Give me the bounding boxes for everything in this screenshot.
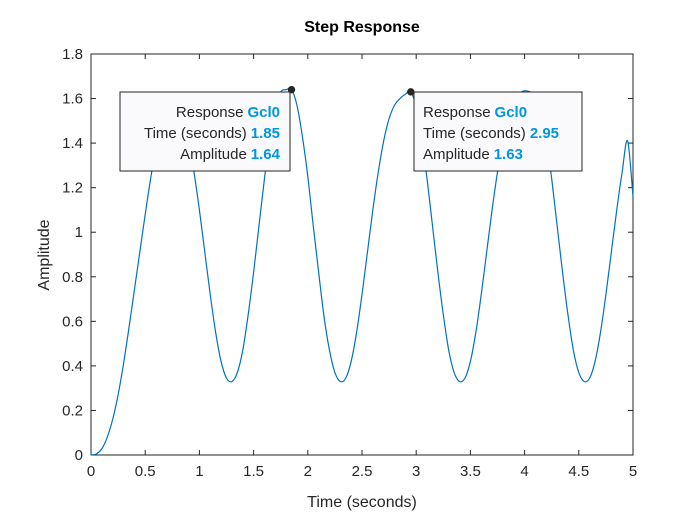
y-axis-label: Amplitude [36,219,53,290]
datatip-1-box [119,91,291,172]
chart-title: Step Response [304,19,420,36]
x-tick-label: 1.5 [243,463,264,480]
datatip-1-time-label: Time (seconds) [144,125,247,142]
x-tick-label: 4.5 [568,463,589,480]
y-tick-label: 0 [75,447,83,464]
y-tick-label: 0.2 [62,402,83,419]
datatip-2-time-value: 2.95 [530,125,559,142]
y-tick-label: 0.4 [62,358,83,375]
y-tick-label: 1 [75,224,83,241]
datatip-2-amp-label: Amplitude [423,146,490,163]
x-tick-label: 4 [520,463,528,480]
datatip-2[interactable]: Response Gcl0 Time (seconds) 2.95 Amplit… [413,91,583,172]
y-tick-label: 1.8 [62,46,83,63]
datatip-2-time-row: Time (seconds) 2.95 [423,125,559,142]
x-tick-label: 2.5 [352,463,373,480]
datatip-2-amp-value: 1.63 [494,146,523,163]
datatip-1[interactable]: Response Gcl0 Time (seconds) 1.85 Amplit… [119,91,291,172]
y-tick-label: 1.4 [62,135,83,152]
x-tick-label: 5 [629,463,637,480]
y-tick-label: 0.6 [62,313,83,330]
datatip-2-response-value: Gcl0 [495,104,528,121]
datatip-2-box [413,91,583,172]
datatip-1-time-row: Time (seconds) 1.85 [144,125,280,142]
datatip-2-response-label: Response [423,104,491,121]
datatip-2-marker[interactable] [407,88,415,96]
datatip-1-response-value: Gcl0 [247,104,280,121]
x-tick-label: 2 [304,463,312,480]
datatip-1-amp-row: Amplitude 1.64 [180,146,281,163]
x-tick-label: 0 [87,463,95,480]
datatip-1-amp-label: Amplitude [180,146,247,163]
x-axis-label: Time (seconds) [307,494,417,511]
datatip-1-amp-value: 1.64 [251,146,281,163]
datatip-1-time-value: 1.85 [251,125,280,142]
x-tick-label: 3 [412,463,420,480]
datatip-2-time-label: Time (seconds) [423,125,526,142]
y-tick-label: 1.2 [62,180,83,197]
datatip-markers [287,85,415,96]
datatip-2-response-row: Response Gcl0 [423,104,527,121]
y-tick-label: 1.6 [62,91,83,108]
datatip-1-response-label: Response [176,104,244,121]
datatip-1-response-row: Response Gcl0 [176,104,280,121]
x-tick-label: 1 [195,463,203,480]
datatip-1-marker[interactable] [287,85,296,94]
datatip-2-amp-row: Amplitude 1.63 [423,146,523,163]
y-tick-label: 0.8 [62,269,83,286]
x-tick-label: 0.5 [135,463,156,480]
tick-group: 0 0.5 1 1.5 2 2.5 3 3.5 4 4.5 5 0 0.2 0.4 0.6 0.8 1 1.2 1.… [62,46,637,480]
x-tick-label: 3.5 [460,463,481,480]
